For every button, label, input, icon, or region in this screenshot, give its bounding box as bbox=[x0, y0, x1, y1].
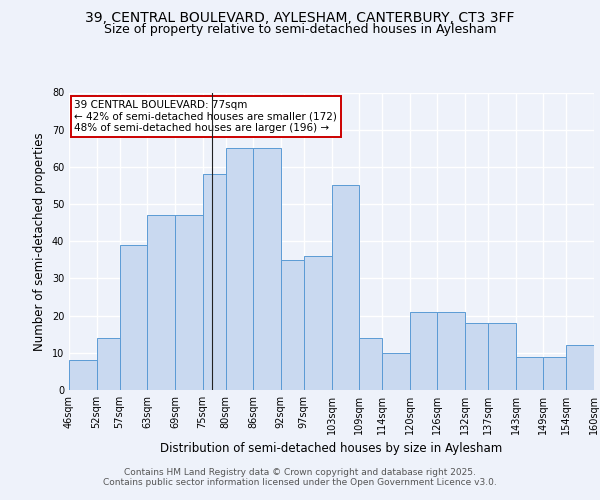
Bar bbox=[253, 148, 281, 390]
Bar bbox=[465, 323, 488, 390]
Bar bbox=[382, 353, 410, 390]
Bar bbox=[488, 323, 516, 390]
Bar bbox=[281, 260, 304, 390]
Bar bbox=[410, 312, 437, 390]
Bar bbox=[544, 356, 566, 390]
Text: 39, CENTRAL BOULEVARD, AYLESHAM, CANTERBURY, CT3 3FF: 39, CENTRAL BOULEVARD, AYLESHAM, CANTERB… bbox=[85, 10, 515, 24]
Bar bbox=[226, 148, 253, 390]
Bar bbox=[147, 215, 175, 390]
Bar bbox=[516, 356, 544, 390]
Bar bbox=[97, 338, 119, 390]
Y-axis label: Number of semi-detached properties: Number of semi-detached properties bbox=[33, 132, 46, 350]
Bar bbox=[69, 360, 97, 390]
Text: 39 CENTRAL BOULEVARD: 77sqm
← 42% of semi-detached houses are smaller (172)
48% : 39 CENTRAL BOULEVARD: 77sqm ← 42% of sem… bbox=[74, 100, 337, 133]
Text: Contains HM Land Registry data © Crown copyright and database right 2025.: Contains HM Land Registry data © Crown c… bbox=[124, 468, 476, 477]
Bar bbox=[203, 174, 226, 390]
Bar bbox=[437, 312, 465, 390]
X-axis label: Distribution of semi-detached houses by size in Aylesham: Distribution of semi-detached houses by … bbox=[160, 442, 503, 456]
Bar bbox=[304, 256, 331, 390]
Bar bbox=[566, 346, 594, 390]
Bar bbox=[331, 186, 359, 390]
Bar bbox=[175, 215, 203, 390]
Bar bbox=[359, 338, 382, 390]
Text: Size of property relative to semi-detached houses in Aylesham: Size of property relative to semi-detach… bbox=[104, 24, 496, 36]
Bar bbox=[119, 245, 147, 390]
Text: Contains public sector information licensed under the Open Government Licence v3: Contains public sector information licen… bbox=[103, 478, 497, 487]
